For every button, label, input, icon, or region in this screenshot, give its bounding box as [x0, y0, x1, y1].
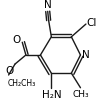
Text: CH₃: CH₃ — [72, 90, 89, 99]
Text: H₂N: H₂N — [42, 90, 61, 100]
Text: Cl: Cl — [87, 18, 97, 28]
Text: N: N — [44, 0, 52, 10]
Text: O: O — [5, 66, 13, 76]
Text: CH₂CH₃: CH₂CH₃ — [8, 79, 36, 88]
Text: O: O — [12, 35, 20, 45]
Text: N: N — [82, 50, 90, 60]
